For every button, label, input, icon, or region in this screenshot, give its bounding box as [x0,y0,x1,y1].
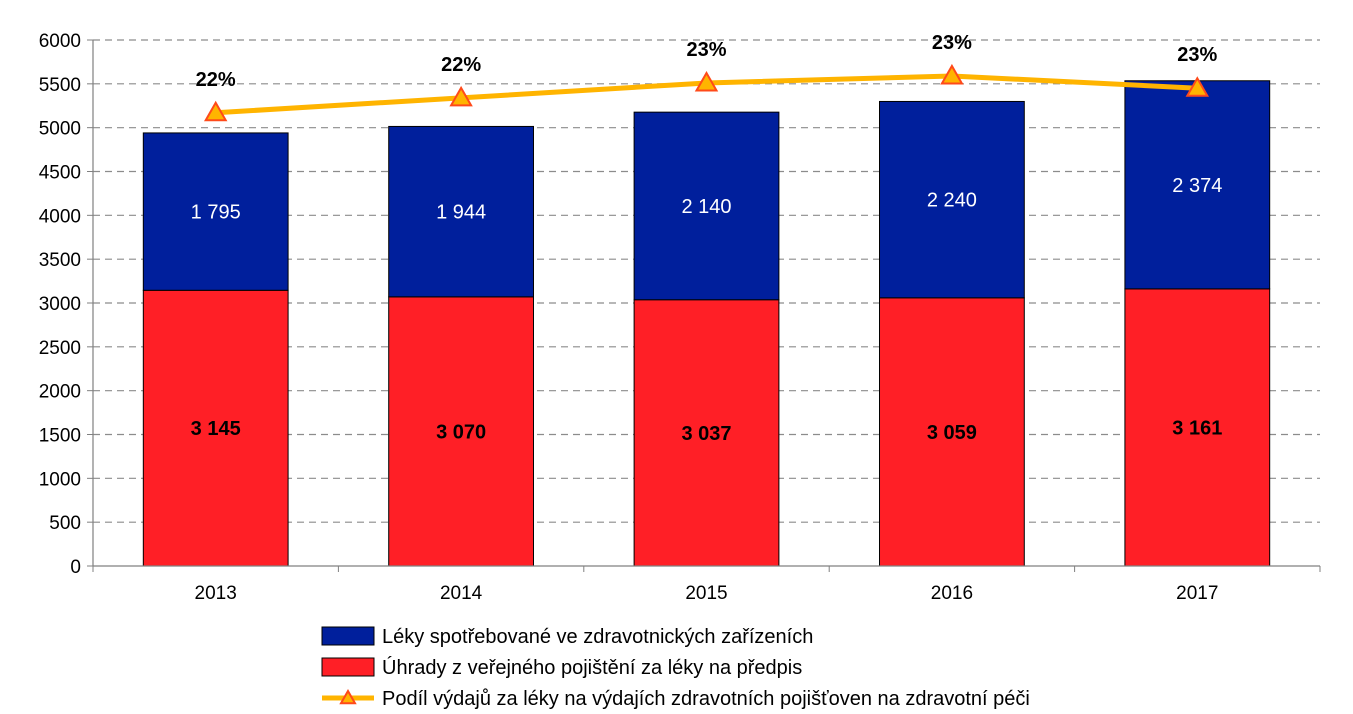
legend-label: Úhrady z veřejného pojištění za léky na … [382,656,802,679]
bar-data-label: 2 374 [1172,175,1222,197]
y-tick-label: 2000 [39,382,81,403]
legend-swatch-prescription [321,657,375,677]
bar-facility-2015 [633,111,780,301]
bar-data-label: 1 795 [191,202,241,224]
share-data-label: 23% [932,32,972,54]
y-tick-label: 500 [49,513,81,534]
bar-prescription-2015 [633,299,780,567]
bar-facility-2013 [142,132,289,291]
x-tick-label: 2015 [685,583,727,604]
axes [87,39,1321,572]
share-marker-2016 [940,63,964,85]
y-tick-label: 1000 [39,469,81,490]
legend: Léky spotřebované ve zdravotnických zaří… [321,626,1030,710]
y-tick-label: 1500 [39,426,81,447]
bar-data-label: 1 944 [436,202,486,224]
y-tick-label: 3500 [39,250,81,271]
bar-data-label: 3 070 [436,421,486,443]
share-data-label: 22% [441,54,481,76]
bar-data-label: 3 161 [1172,417,1222,439]
bars: 3 145 1 795 3 070 1 944 3 037 2 140 3 059 2 240… [142,80,1271,567]
bar-facility-2016 [879,100,1025,299]
bar-facility-2017 [1124,80,1271,290]
bar-prescription-2013 [142,289,289,567]
y-tick-label: 2500 [39,338,81,359]
bar-prescription-2016 [879,297,1025,567]
legend-label: Podíl výdajů za léky na výdajích zdravot… [382,688,1030,710]
bar-data-label: 2 140 [681,196,731,218]
x-tick-label: 2016 [931,583,973,604]
y-tick-label: 3000 [39,294,81,315]
share-marker-2015 [694,70,719,92]
legend-marker-icon [339,688,357,705]
y-tick-label: 6000 [39,31,81,52]
bar-data-label: 3 037 [681,423,731,445]
x-tick-labels: 2013 2014 2015 2016 2017 [195,583,1219,604]
legend-label: Léky spotřebované ve zdravotnických zaří… [382,626,813,648]
bar-data-label: 2 240 [927,190,977,212]
share-marker-2014 [449,85,473,107]
y-tick-label: 5500 [39,75,81,96]
share-marker-2017 [1185,76,1210,97]
share-data-label: 23% [1177,44,1217,66]
y-tick-label: 4500 [39,163,81,184]
x-tick-label: 2017 [1176,583,1218,604]
bar-data-label: 3 059 [927,422,977,444]
y-tick-label: 4000 [39,206,81,227]
y-tick-labels: 0 500 1000 1500 2000 2500 3000 3500 4000 4500 5000… [39,31,81,578]
x-tick-label: 2014 [440,583,483,604]
y-tick-label: 0 [70,557,81,578]
share-marker-2013 [203,100,228,122]
share-data-label: 22% [196,69,236,91]
y-tick-label: 5000 [39,119,81,140]
legend-swatch-facility [321,626,375,646]
share-line-series: 22% 22% 23% 23% 23% [196,32,1218,122]
share-data-label: 23% [686,39,726,61]
bar-facility-2014 [388,125,534,298]
x-tick-label: 2013 [195,583,237,604]
bar-data-label: 3 145 [191,418,241,440]
